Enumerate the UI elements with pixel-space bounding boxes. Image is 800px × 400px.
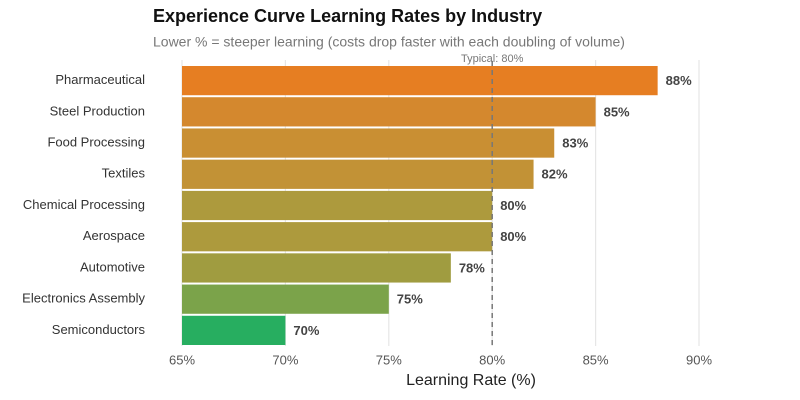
y-tick-label: Steel Production — [50, 103, 145, 118]
value-label: 85% — [604, 104, 630, 119]
bar — [182, 66, 658, 96]
value-label: 83% — [562, 135, 588, 150]
y-tick-label: Semiconductors — [52, 322, 146, 337]
bar — [182, 97, 596, 127]
y-tick-label: Aerospace — [83, 228, 145, 243]
y-tick-label: Textiles — [102, 166, 146, 181]
x-tick-label: 85% — [583, 352, 609, 367]
reference-label: Typical: 80% — [461, 53, 524, 65]
value-label: 80% — [500, 229, 526, 244]
y-tick-label: Pharmaceutical — [55, 72, 145, 87]
x-tick-label: 70% — [272, 352, 298, 367]
value-label: 88% — [666, 73, 692, 88]
x-tick-label: 80% — [479, 352, 505, 367]
value-label: 75% — [397, 292, 423, 307]
value-label: 78% — [459, 260, 485, 275]
y-tick-label: Electronics Assembly — [22, 291, 145, 306]
value-label: 82% — [542, 167, 568, 182]
y-tick-label: Food Processing — [47, 134, 145, 149]
value-label: 80% — [500, 198, 526, 213]
bar — [182, 315, 286, 345]
bar — [182, 159, 534, 189]
bar — [182, 222, 493, 252]
x-axis-title: Learning Rate (%) — [406, 372, 536, 389]
x-tick-label: 75% — [376, 352, 402, 367]
x-tick-label: 65% — [169, 352, 195, 367]
chart-title: Experience Curve Learning Rates by Indus… — [153, 6, 542, 26]
y-tick-label: Chemical Processing — [23, 197, 145, 212]
bar — [182, 128, 555, 158]
value-label: 70% — [293, 323, 319, 338]
chart-subtitle: Lower % = steeper learning (costs drop f… — [153, 34, 625, 50]
bar — [182, 253, 451, 283]
bar — [182, 284, 389, 314]
y-tick-label: Automotive — [80, 259, 145, 274]
x-tick-label: 90% — [686, 352, 712, 367]
bar — [182, 190, 493, 221]
